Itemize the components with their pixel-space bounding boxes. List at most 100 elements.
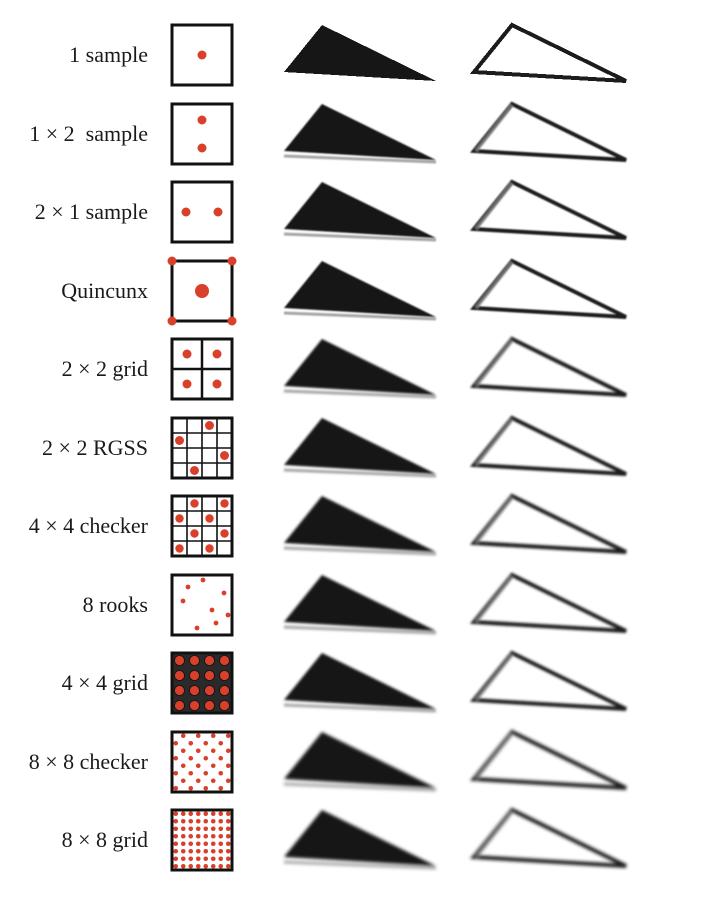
sample-point (220, 499, 229, 508)
sample-point (218, 841, 224, 847)
sample-point (210, 748, 216, 754)
pattern-label: 2 × 2 grid (61, 356, 148, 381)
sample-point (203, 826, 209, 832)
sample-pattern-3 (167, 256, 237, 326)
sample-point (173, 811, 179, 817)
filled-triangle-render-10 (283, 810, 437, 870)
sample-point (204, 670, 215, 681)
sample-pattern-0 (170, 23, 234, 87)
sample-point (210, 833, 216, 839)
pattern-row: 2 × 1 sample (0, 174, 726, 252)
sample-point (225, 848, 231, 854)
sample-point (180, 863, 186, 869)
sample-point (174, 685, 185, 696)
filled-triangle-render-1 (283, 104, 437, 164)
sample-pattern-1 (170, 102, 234, 166)
sample-point (173, 826, 179, 832)
sample-point (225, 778, 231, 784)
sample-point (189, 685, 200, 696)
sample-point (205, 544, 214, 553)
sample-point (188, 863, 194, 869)
sample-point (218, 785, 224, 791)
sample-point (188, 785, 194, 791)
sample-point (225, 818, 231, 824)
pixel-boundary (170, 651, 234, 715)
sample-point (204, 700, 215, 711)
sample-point (218, 811, 224, 817)
outline-triangle-render-0 (469, 22, 627, 83)
sample-pattern-2 (170, 180, 234, 244)
sample-point (188, 841, 194, 847)
pixel-boundary (170, 416, 234, 480)
sample-point (210, 863, 216, 869)
sample-point (190, 529, 199, 538)
sample-point (210, 848, 216, 854)
sample-point (195, 748, 201, 754)
filled-triangle-render-9 (283, 732, 437, 792)
filled-triangle-render-4 (283, 339, 437, 399)
sample-point (174, 655, 185, 666)
sample-pattern-8 (170, 651, 234, 715)
sample-point (175, 544, 184, 553)
sample-point (218, 755, 224, 761)
sample-point (218, 856, 224, 862)
pixel-boundary (170, 337, 234, 401)
sample-point (189, 670, 200, 681)
sample-point (195, 733, 201, 739)
sample-point (200, 577, 206, 583)
sample-point (225, 863, 231, 869)
outline-triangle-render-8 (469, 650, 627, 711)
sample-point (210, 826, 216, 832)
sample-point (185, 584, 191, 590)
sample-point (210, 778, 216, 784)
pattern-row: 2 × 2 RGSS (0, 410, 726, 488)
outline-triangle-render-5 (469, 415, 627, 476)
pattern-label: 4 × 4 checker (28, 513, 148, 538)
sample-point (188, 856, 194, 862)
sample-point (218, 826, 224, 832)
sample-point (189, 700, 200, 711)
pixel-boundary (170, 573, 234, 637)
sample-point (167, 316, 177, 326)
filled-triangle-render-3 (283, 261, 437, 321)
sample-point (188, 770, 194, 776)
filled-triangle-render-7 (283, 575, 437, 635)
outline-triangle-render-2 (469, 179, 627, 240)
sample-pattern-4 (170, 337, 234, 401)
sample-point (188, 818, 194, 824)
pattern-row: 4 × 4 grid (0, 645, 726, 723)
sample-point (195, 826, 201, 832)
sample-point (195, 841, 201, 847)
sample-point (195, 818, 201, 824)
sample-point (173, 863, 179, 869)
outline-triangle-render-10 (469, 807, 627, 868)
sample-point (220, 451, 229, 460)
sample-point (195, 811, 201, 817)
sample-point (218, 818, 224, 824)
sample-point (210, 841, 216, 847)
sample-point (190, 499, 199, 508)
sample-point (188, 755, 194, 761)
sample-point (225, 748, 231, 754)
sample-point (180, 818, 186, 824)
sample-point (203, 848, 209, 854)
filled-triangle-render-0 (284, 25, 436, 81)
pixel-boundary (170, 494, 234, 558)
sample-point (205, 421, 214, 430)
pixel-boundary (170, 23, 234, 87)
outline-triangle-render-9 (469, 729, 627, 790)
sample-point (180, 833, 186, 839)
sample-point (180, 856, 186, 862)
pattern-row: 1 × 2 sample (0, 96, 726, 174)
pattern-row: 8 × 8 grid (0, 802, 726, 880)
pattern-label: 1 sample (69, 42, 148, 67)
sample-point (195, 848, 201, 854)
sample-point (173, 785, 179, 791)
sample-point (197, 115, 207, 125)
pattern-row: 8 × 8 checker (0, 724, 726, 802)
sample-point (213, 620, 219, 626)
sample-point (221, 590, 227, 596)
sample-point (175, 514, 184, 523)
sample-point (218, 770, 224, 776)
